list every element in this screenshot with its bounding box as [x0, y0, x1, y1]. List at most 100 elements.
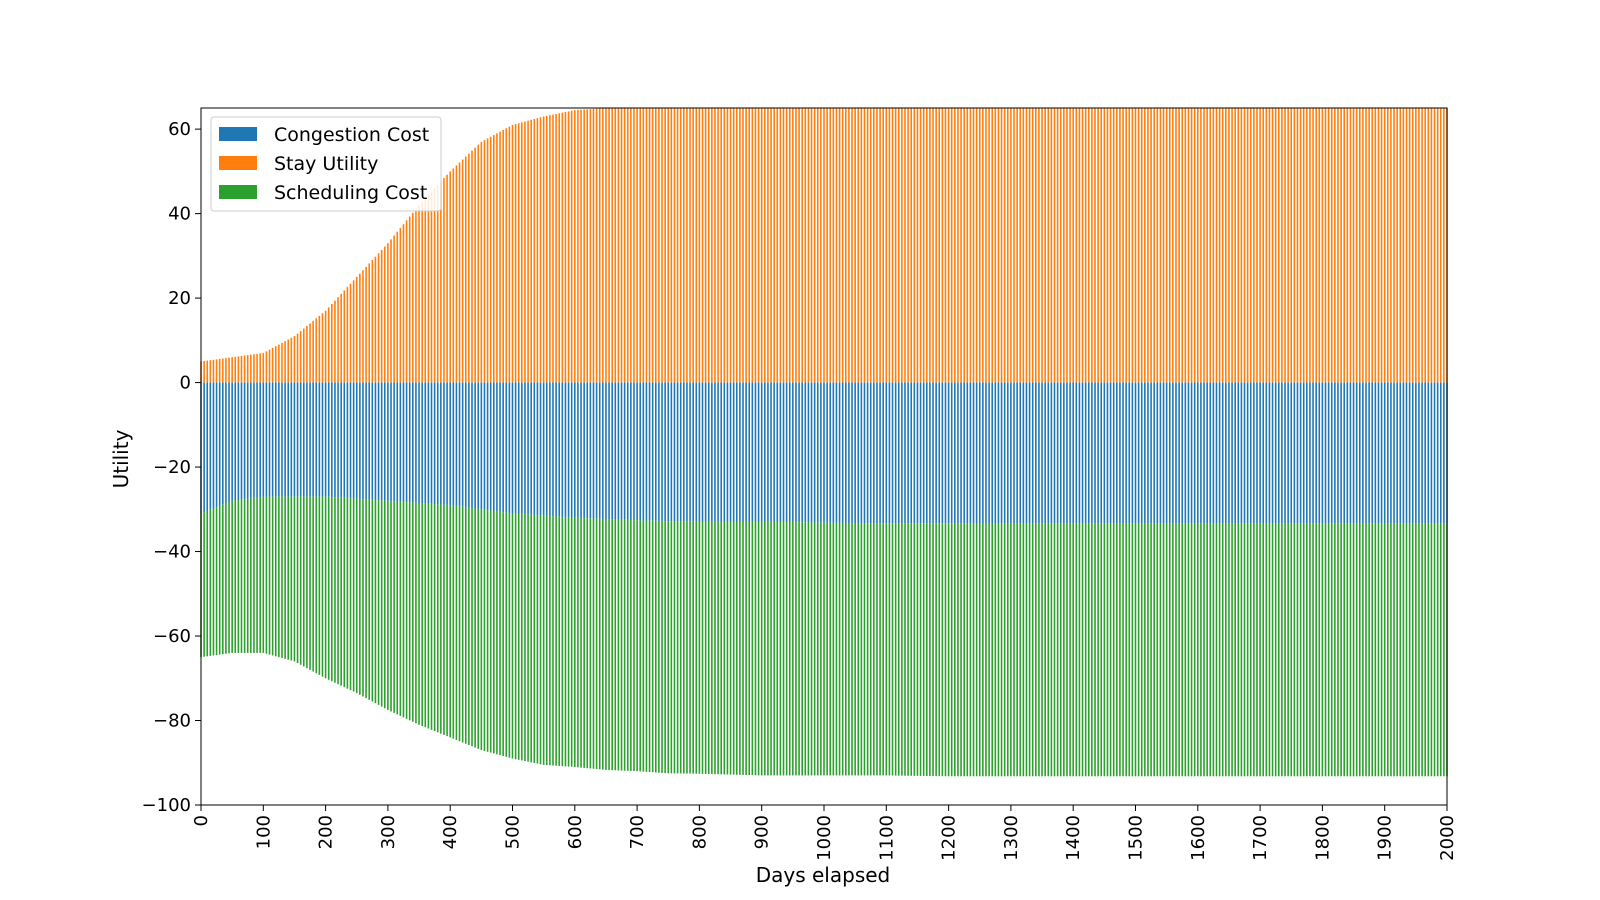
bar-congestion-cost: [349, 382, 352, 499]
bar-congestion-cost: [290, 382, 293, 497]
bar-congestion-cost: [1181, 382, 1184, 524]
bar-stay-utility: [735, 108, 738, 383]
bar-scheduling-cost: [1103, 523, 1106, 777]
bar-stay-utility: [592, 108, 595, 383]
bar-stay-utility: [589, 109, 592, 383]
bar-stay-utility: [580, 109, 582, 383]
bar-scheduling-cost: [327, 496, 330, 680]
bar-scheduling-cost: [608, 519, 610, 771]
bar-scheduling-cost: [1097, 523, 1099, 777]
bar-stay-utility: [1013, 108, 1015, 383]
bar-congestion-cost: [857, 382, 860, 524]
bar-stay-utility: [1296, 108, 1299, 383]
bar-stay-utility: [455, 165, 458, 383]
bar-scheduling-cost: [1296, 523, 1299, 777]
bar-scheduling-cost: [215, 507, 218, 656]
bar-scheduling-cost: [642, 520, 645, 772]
bar-scheduling-cost: [633, 520, 635, 772]
bar-scheduling-cost: [471, 508, 473, 747]
bar-congestion-cost: [1234, 382, 1236, 524]
bar-scheduling-cost: [885, 523, 888, 776]
bar-scheduling-cost: [664, 521, 666, 774]
legend-swatch: [219, 156, 257, 170]
bar-stay-utility: [1063, 108, 1065, 383]
bar-scheduling-cost: [997, 523, 1000, 777]
bar-congestion-cost: [845, 382, 847, 523]
bar-congestion-cost: [393, 382, 395, 502]
bar-stay-utility: [1309, 108, 1311, 383]
bar-congestion-cost: [994, 382, 997, 524]
bar-scheduling-cost: [374, 500, 377, 704]
bar-congestion-cost: [742, 382, 744, 522]
bar-stay-utility: [530, 119, 532, 383]
bar-congestion-cost: [287, 382, 290, 497]
bar-stay-utility: [474, 147, 476, 383]
bar-scheduling-cost: [929, 523, 931, 777]
bar-stay-utility: [1358, 108, 1361, 383]
bar-stay-utility: [250, 354, 252, 383]
bar-stay-utility: [689, 108, 691, 383]
bar-congestion-cost: [458, 382, 461, 507]
bar-congestion-cost: [355, 382, 358, 499]
legend-swatch: [219, 185, 257, 199]
bar-congestion-cost: [1253, 382, 1255, 524]
bar-stay-utility: [991, 108, 994, 383]
bar-scheduling-cost: [1330, 523, 1333, 777]
bar-stay-utility: [623, 108, 626, 383]
bar-stay-utility: [876, 108, 878, 383]
bar-scheduling-cost: [1396, 523, 1398, 777]
bar-congestion-cost: [1190, 382, 1193, 524]
bar-congestion-cost: [246, 382, 249, 499]
bar-congestion-cost: [1140, 382, 1143, 524]
bar-scheduling-cost: [1081, 523, 1084, 777]
bar-scheduling-cost: [969, 523, 972, 777]
bar-stay-utility: [1190, 108, 1193, 383]
bar-scheduling-cost: [586, 518, 589, 769]
bar-congestion-cost: [281, 382, 283, 497]
bar-scheduling-cost: [299, 496, 302, 665]
x-tick-label: 300: [378, 815, 399, 849]
bar-scheduling-cost: [1016, 523, 1018, 777]
bar-congestion-cost: [714, 382, 716, 522]
bar-stay-utility: [848, 108, 850, 383]
bar-congestion-cost: [1122, 382, 1124, 524]
bar-congestion-cost: [966, 382, 969, 524]
bar-stay-utility: [651, 108, 654, 383]
bar-scheduling-cost: [988, 523, 990, 777]
bar-stay-utility: [1433, 108, 1436, 383]
bar-scheduling-cost: [860, 523, 863, 776]
bar-scheduling-cost: [203, 512, 205, 657]
bar-stay-utility: [835, 108, 838, 383]
bar-stay-utility: [636, 108, 638, 383]
bar-congestion-cost: [1144, 382, 1146, 524]
bar-congestion-cost: [838, 382, 841, 523]
bar-scheduling-cost: [1209, 523, 1212, 777]
bar-scheduling-cost: [626, 519, 629, 771]
bar-congestion-cost: [882, 382, 884, 524]
bar-stay-utility: [1371, 108, 1374, 383]
bar-scheduling-cost: [1197, 523, 1199, 777]
bar-stay-utility: [1265, 108, 1268, 383]
bar-stay-utility: [1078, 108, 1081, 383]
bar-congestion-cost: [436, 382, 439, 505]
bar-congestion-cost: [586, 382, 589, 519]
bar-stay-utility: [1315, 108, 1317, 383]
bar-congestion-cost: [954, 382, 956, 524]
bar-stay-utility: [1312, 108, 1314, 383]
bar-congestion-cost: [972, 382, 975, 524]
bar-stay-utility: [642, 108, 645, 383]
bar-congestion-cost: [446, 382, 448, 505]
bar-scheduling-cost: [645, 520, 648, 772]
bar-stay-utility: [938, 108, 941, 383]
x-tick-label: 1200: [939, 815, 960, 861]
bar-stay-utility: [922, 108, 925, 383]
bar-stay-utility: [764, 108, 766, 383]
bar-stay-utility: [1240, 108, 1243, 383]
bar-scheduling-cost: [533, 515, 536, 763]
bar-congestion-cost: [645, 382, 648, 521]
bar-scheduling-cost: [1053, 523, 1056, 777]
bar-congestion-cost: [1044, 382, 1046, 524]
bar-congestion-cost: [337, 382, 339, 498]
bar-stay-utility: [773, 108, 775, 383]
bar-stay-utility: [558, 113, 561, 383]
